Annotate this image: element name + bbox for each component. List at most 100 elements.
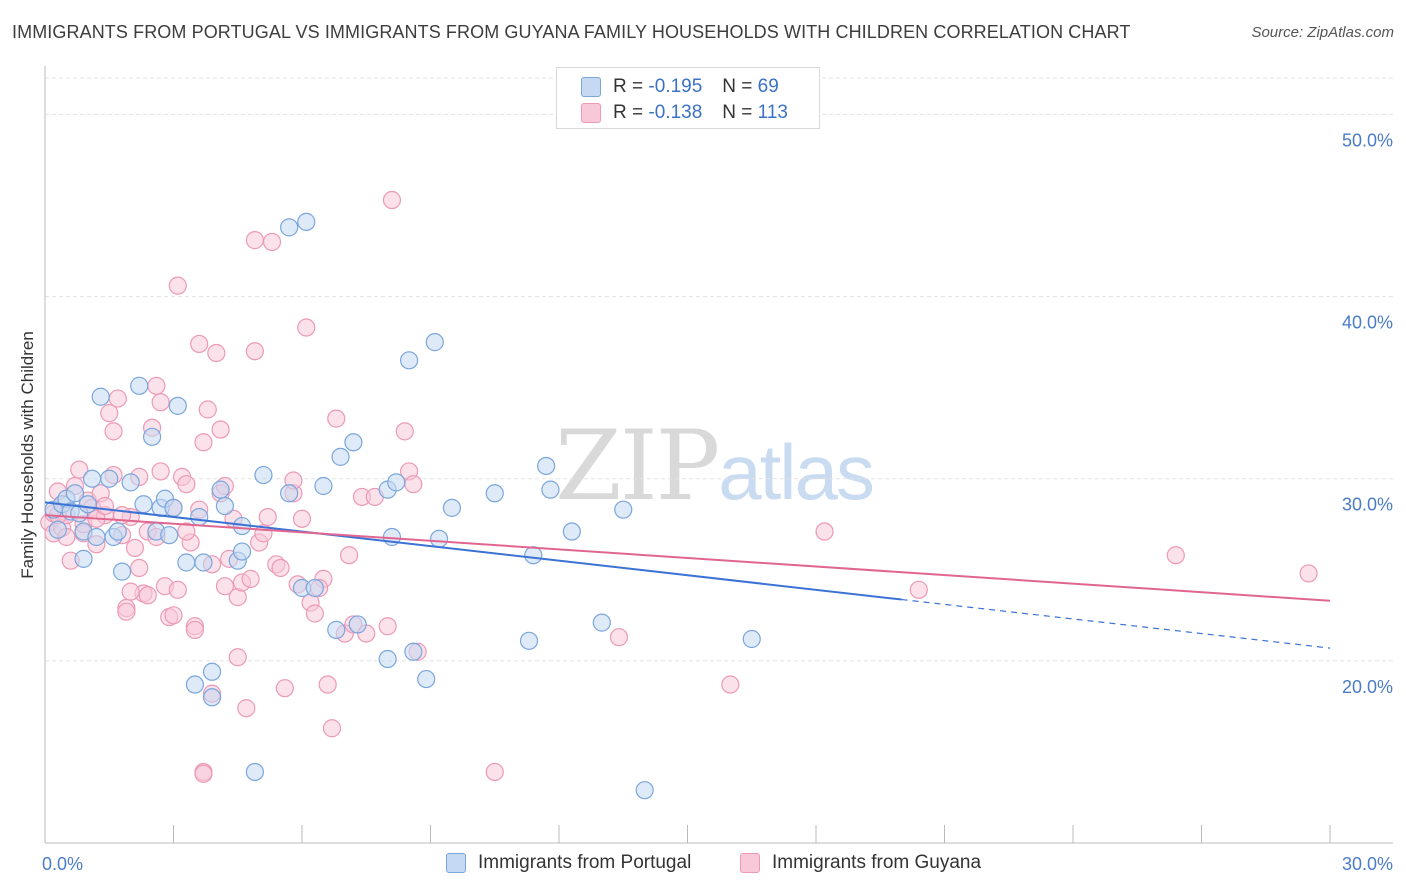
y-tick-label: 30.0% bbox=[1342, 495, 1393, 515]
guyana-point bbox=[404, 475, 423, 494]
legend-r-label: R = bbox=[613, 102, 644, 123]
legend-r-label: R = bbox=[613, 76, 644, 97]
legend-r-guyana: -0.138 bbox=[648, 102, 703, 123]
portugal-point bbox=[87, 527, 106, 547]
x-tick-label: 0.0% bbox=[42, 854, 83, 874]
guyana-point bbox=[340, 546, 359, 565]
portugal-point bbox=[314, 476, 333, 496]
guyana-point bbox=[147, 376, 166, 395]
guyana-point bbox=[258, 507, 277, 527]
guyana-points bbox=[40, 190, 1318, 783]
guyana-point bbox=[271, 558, 290, 578]
guyana-point bbox=[297, 318, 316, 337]
portugal-point bbox=[211, 480, 230, 499]
portugal-point bbox=[245, 762, 264, 782]
portugal-point bbox=[344, 433, 363, 452]
guyana-point bbox=[215, 577, 234, 596]
legend-swatch-portugal bbox=[581, 77, 601, 97]
portugal-point bbox=[160, 526, 179, 545]
portugal-point bbox=[327, 620, 346, 639]
portugal-point bbox=[541, 480, 560, 499]
legend-n-label: N = bbox=[722, 102, 753, 123]
portugal-point bbox=[537, 456, 556, 476]
portugal-point bbox=[404, 642, 423, 661]
tick-labels: 20.0% 30.0% 40.0% 50.0% 0.0% 30.0% bbox=[42, 130, 1393, 874]
portugal-point bbox=[348, 615, 367, 634]
guyana-point bbox=[125, 538, 145, 558]
guyana-point bbox=[194, 433, 213, 452]
y-axis-label: Family Households with Children bbox=[18, 331, 37, 579]
legend-row-portugal: R = -0.195 N = 69 bbox=[581, 75, 779, 99]
portugal-point bbox=[168, 396, 187, 415]
legend-swatch-portugal bbox=[446, 853, 466, 873]
guyana-point bbox=[207, 343, 226, 363]
portugal-point bbox=[614, 500, 633, 519]
axes bbox=[44, 66, 1393, 844]
portugal-point bbox=[519, 631, 539, 650]
guyana-point bbox=[194, 764, 213, 783]
portugal-point bbox=[562, 522, 581, 541]
guyana-point bbox=[609, 628, 629, 647]
guyana-point bbox=[121, 582, 140, 601]
guyana-point bbox=[395, 422, 414, 441]
portugal-point bbox=[194, 553, 213, 572]
portugal-point bbox=[417, 669, 436, 689]
portugal-point bbox=[112, 562, 132, 581]
guyana-point bbox=[198, 400, 217, 419]
portugal-point bbox=[297, 212, 316, 231]
chart-title: IMMIGRANTS FROM PORTUGAL VS IMMIGRANTS F… bbox=[12, 22, 1131, 42]
guyana-point bbox=[721, 675, 740, 694]
portugal-point bbox=[83, 469, 102, 488]
guyana-point bbox=[95, 496, 115, 516]
legend-item-portugal[interactable]: Immigrants from Portugal bbox=[446, 852, 691, 874]
guyana-point bbox=[909, 580, 928, 599]
portugal-point bbox=[202, 662, 222, 681]
guyana-point bbox=[378, 617, 397, 636]
correlation-legend: R = -0.195 N = 69 R = -0.138 N = 113 bbox=[556, 67, 820, 129]
guyana-point bbox=[327, 409, 346, 428]
guyana-point bbox=[151, 462, 170, 481]
portugal-point bbox=[108, 522, 127, 541]
x-tick-label: 30.0% bbox=[1342, 854, 1393, 874]
guyana-point bbox=[485, 762, 504, 782]
legend-item-guyana[interactable]: Immigrants from Guyana bbox=[740, 852, 981, 874]
guyana-point bbox=[104, 422, 123, 441]
guyana-point bbox=[262, 232, 282, 252]
portugal-point bbox=[742, 629, 761, 649]
guyana-point bbox=[177, 475, 196, 494]
guyana-point bbox=[275, 679, 294, 698]
legend-swatch-guyana bbox=[581, 103, 601, 123]
trend-lines bbox=[44, 501, 1331, 649]
portugal-point bbox=[254, 465, 273, 485]
portugal-point bbox=[78, 495, 97, 514]
guyana-point bbox=[168, 276, 187, 295]
guyana-point bbox=[228, 648, 247, 667]
guyana-point bbox=[245, 342, 264, 361]
guyana-point bbox=[1166, 546, 1185, 565]
portugal-point bbox=[185, 675, 205, 694]
guyana-point bbox=[318, 675, 337, 694]
portugal-point bbox=[592, 613, 611, 632]
guyana-point bbox=[164, 606, 183, 625]
portugal-point bbox=[65, 484, 85, 503]
watermark-atlas: atlas bbox=[718, 428, 875, 516]
portugal-point bbox=[134, 495, 153, 514]
portugal-point bbox=[177, 553, 196, 572]
guyana-point bbox=[245, 231, 264, 250]
guyana-point bbox=[815, 522, 834, 541]
guyana-point bbox=[237, 699, 256, 718]
source-label: Source: ZipAtlas.com bbox=[1251, 24, 1394, 41]
portugal-points bbox=[44, 212, 761, 800]
trend-line-portugal bbox=[44, 501, 902, 601]
guyana-point bbox=[108, 389, 127, 408]
portugal-point bbox=[74, 549, 93, 568]
portugal-point bbox=[524, 546, 543, 565]
watermark: ZIPatlas bbox=[555, 410, 875, 522]
guyana-point bbox=[241, 569, 260, 588]
legend-label-portugal: Immigrants from Portugal bbox=[478, 852, 692, 873]
guyana-point bbox=[185, 620, 205, 639]
portugal-point bbox=[215, 496, 234, 516]
trend-line-guyana bbox=[44, 514, 1331, 602]
guyana-point bbox=[382, 190, 402, 210]
